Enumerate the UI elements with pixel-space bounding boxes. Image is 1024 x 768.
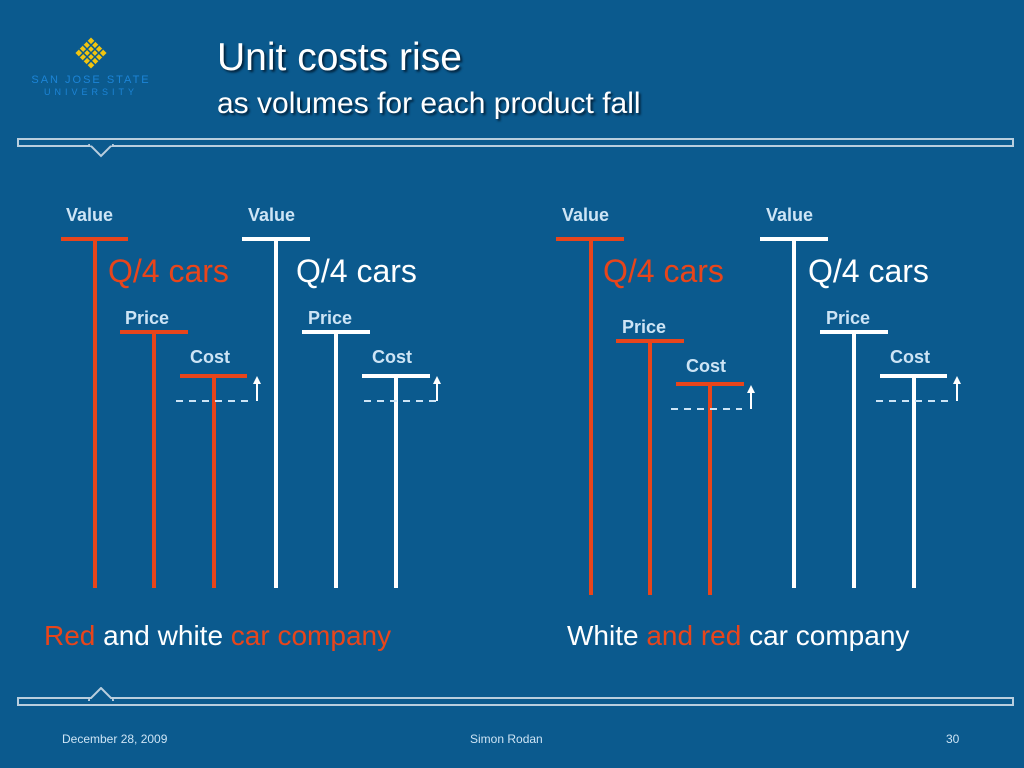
bottom-divider-bar: [17, 697, 1014, 706]
right-red-price-bar: [616, 339, 684, 595]
left-white-cost-bar: [362, 374, 430, 588]
logo-text-line1: SAN JOSE STATE: [31, 74, 151, 86]
right-white-price-bar: [820, 330, 888, 588]
footer-page-number: 30: [946, 732, 960, 746]
right-red-value-bar: [556, 237, 624, 595]
left-caption: Red and white car company: [44, 620, 391, 652]
right-caption-part2: and red: [638, 620, 750, 651]
right-white-up-arrow-icon: [953, 376, 961, 401]
right-caption-part3: car company: [749, 620, 910, 651]
logo-diamond-icon: [75, 37, 107, 69]
right-white-price-label: Price: [826, 308, 871, 328]
right-red-quantity: Q/4 cars: [603, 253, 724, 289]
left-red-cost-label: Cost: [190, 347, 230, 367]
right-white-quantity: Q/4 cars: [808, 253, 929, 289]
right-caption: White and red car company: [567, 620, 909, 652]
right-white-value-bar: [760, 237, 828, 588]
left-white-value-label: Value: [248, 205, 296, 225]
left-red-price-bar: [120, 330, 188, 588]
right-red-value-label: Value: [562, 205, 610, 225]
bottom-divider-notch: [88, 687, 114, 701]
logo-text-line2: UNIVERSITY: [43, 87, 138, 97]
left-white-price-label: Price: [308, 308, 353, 328]
left-white-price-bar: [302, 330, 370, 588]
left-red-value-label: Value: [66, 205, 114, 225]
left-white-cost-label: Cost: [372, 347, 412, 367]
slide-subtitle: as volumes for each product fall: [217, 87, 641, 120]
left-white-value-bar: [242, 237, 310, 588]
right-red-cost-bar: [676, 382, 744, 595]
university-logo: SAN JOSE STATE UNIVERSITY: [18, 36, 164, 97]
right-white-cost-label: Cost: [890, 347, 930, 367]
right-caption-part1: White: [567, 620, 639, 651]
footer-date: December 28, 2009: [62, 732, 168, 746]
right-white-value-label: Value: [766, 205, 814, 225]
left-red-price-label: Price: [125, 308, 170, 328]
footer-author: Simon Rodan: [470, 732, 543, 746]
left-red-quantity: Q/4 cars: [108, 253, 229, 289]
left-caption-part2: and white: [95, 620, 231, 651]
right-red-cost-label: Cost: [686, 356, 726, 376]
left-caption-part1: Red: [44, 620, 96, 651]
left-white-up-arrow-icon: [433, 376, 441, 401]
right-red-price-label: Price: [622, 317, 667, 337]
right-red-up-arrow-icon: [747, 385, 755, 409]
top-divider-notch: [88, 144, 114, 158]
slide-title: Unit costs rise: [217, 36, 462, 79]
left-caption-part3: car company: [230, 620, 392, 651]
left-white-quantity: Q/4 cars: [296, 253, 417, 289]
left-red-cost-bar: [180, 374, 247, 588]
left-red-up-arrow-icon: [253, 376, 261, 401]
right-white-cost-bar: [880, 374, 947, 588]
top-divider-bar: [17, 138, 1014, 147]
left-red-value-bar: [61, 237, 128, 588]
